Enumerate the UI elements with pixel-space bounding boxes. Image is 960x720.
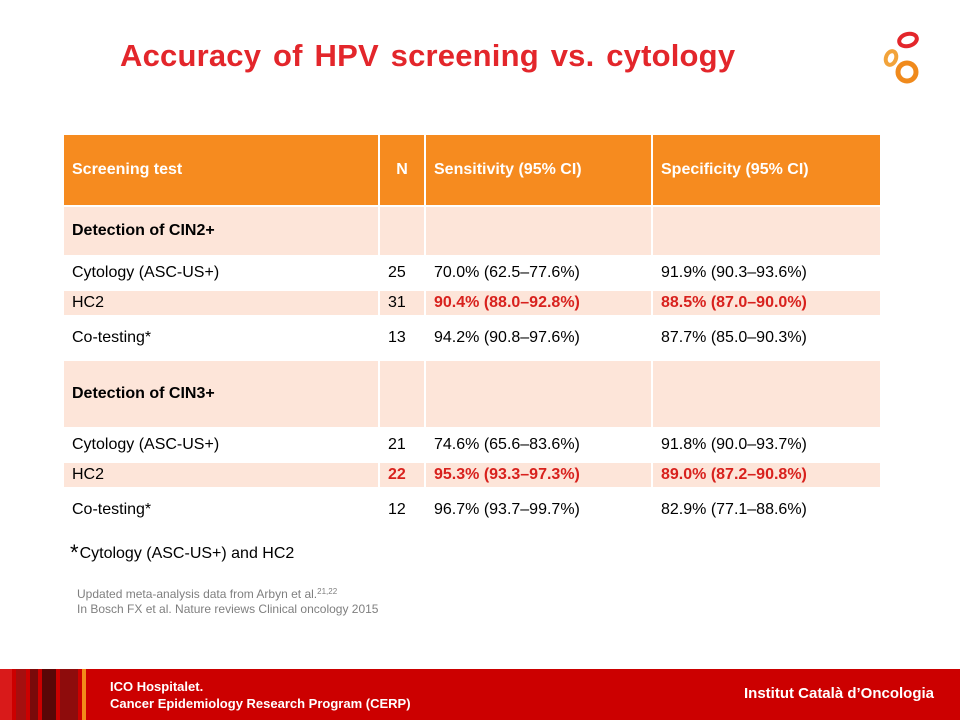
table-row: HC2 22 95.3% (93.3–97.3%) 89.0% (87.2–90… bbox=[64, 463, 880, 487]
section-label: Detection of CIN3+ bbox=[64, 361, 379, 427]
footer-institution: Institut Català d’Oncologia bbox=[743, 685, 934, 702]
ico-rings-logo-icon bbox=[883, 31, 919, 84]
cell-sensitivity: 96.7% (93.7–99.7%) bbox=[424, 487, 652, 533]
header-n: N bbox=[378, 135, 425, 207]
cell-specificity: 82.9% (77.1–88.6%) bbox=[651, 487, 880, 533]
footnote-star: * bbox=[70, 540, 79, 565]
header-sensitivity: Sensitivity (95% CI) bbox=[424, 135, 652, 207]
source-refs: 21,22 bbox=[317, 587, 338, 596]
cell-test: Cytology (ASC-US+) bbox=[64, 427, 379, 463]
slide-title: Accuracy of HPV screening vs. cytology bbox=[120, 38, 736, 73]
footer-program: ICO Hospitalet. Cancer Epidemiology Rese… bbox=[110, 678, 411, 712]
cell-n: 13 bbox=[378, 315, 425, 361]
cell-sensitivity: 70.0% (62.5–77.6%) bbox=[424, 255, 652, 291]
cell-n: 31 bbox=[378, 291, 425, 315]
footnote: *Cytology (ASC-US+) and HC2 bbox=[70, 540, 294, 566]
cell-test: Co-testing* bbox=[64, 487, 379, 533]
cell-specificity: 91.8% (90.0–93.7%) bbox=[651, 427, 880, 463]
section-label: Detection of CIN2+ bbox=[64, 206, 379, 255]
source-citation: Updated meta-analysis data from Arbyn et… bbox=[77, 584, 378, 617]
table-row: Cytology (ASC-US+) 25 70.0% (62.5–77.6%)… bbox=[64, 255, 880, 291]
cell-n: 25 bbox=[378, 255, 425, 291]
cell-n: 12 bbox=[378, 487, 425, 533]
table-row: HC2 31 90.4% (88.0–92.8%) 88.5% (87.0–90… bbox=[64, 291, 880, 315]
footer-hospital: ICO Hospitalet. bbox=[110, 679, 204, 694]
footnote-text: Cytology (ASC-US+) and HC2 bbox=[79, 545, 295, 562]
source-line-1: Updated meta-analysis data from Arbyn et… bbox=[77, 587, 318, 601]
table-row: Co-testing* 13 94.2% (90.8–97.6%) 87.7% … bbox=[64, 315, 880, 361]
table-row: Co-testing* 12 96.7% (93.7–99.7%) 82.9% … bbox=[64, 487, 880, 533]
accuracy-table: Screening test N Sensitivity (95% CI) Sp… bbox=[64, 135, 880, 533]
cell-n: 21 bbox=[378, 427, 425, 463]
header-specificity: Specificity (95% CI) bbox=[651, 135, 880, 207]
cell-test: Cytology (ASC-US+) bbox=[64, 255, 379, 291]
header-screening-test: Screening test bbox=[64, 135, 379, 207]
cell-specificity: 91.9% (90.3–93.6%) bbox=[651, 255, 880, 291]
table-header-row: Screening test N Sensitivity (95% CI) Sp… bbox=[64, 135, 880, 207]
footer-stripes-icon bbox=[0, 669, 86, 720]
cell-specificity: 89.0% (87.2–90.8%) bbox=[651, 463, 880, 487]
source-line-2: In Bosch FX et al. Nature reviews Clinic… bbox=[77, 602, 379, 616]
section-row-cin2: Detection of CIN2+ bbox=[64, 206, 880, 255]
cell-specificity: 87.7% (85.0–90.3%) bbox=[651, 315, 880, 361]
cell-sensitivity: 90.4% (88.0–92.8%) bbox=[424, 291, 652, 315]
cell-test: Co-testing* bbox=[64, 315, 379, 361]
section-row-cin3: Detection of CIN3+ bbox=[64, 361, 880, 427]
footer-program-name: Cancer Epidemiology Research Program (CE… bbox=[110, 696, 411, 711]
cell-test: HC2 bbox=[64, 463, 379, 487]
cell-specificity: 88.5% (87.0–90.0%) bbox=[651, 291, 880, 315]
cell-n: 22 bbox=[378, 463, 425, 487]
cell-sensitivity: 94.2% (90.8–97.6%) bbox=[424, 315, 652, 361]
table-row: Cytology (ASC-US+) 21 74.6% (65.6–83.6%)… bbox=[64, 427, 880, 463]
cell-sensitivity: 95.3% (93.3–97.3%) bbox=[424, 463, 652, 487]
cell-test: HC2 bbox=[64, 291, 379, 315]
cell-sensitivity: 74.6% (65.6–83.6%) bbox=[424, 427, 652, 463]
footer-bar: ICO Hospitalet. Cancer Epidemiology Rese… bbox=[0, 669, 960, 720]
